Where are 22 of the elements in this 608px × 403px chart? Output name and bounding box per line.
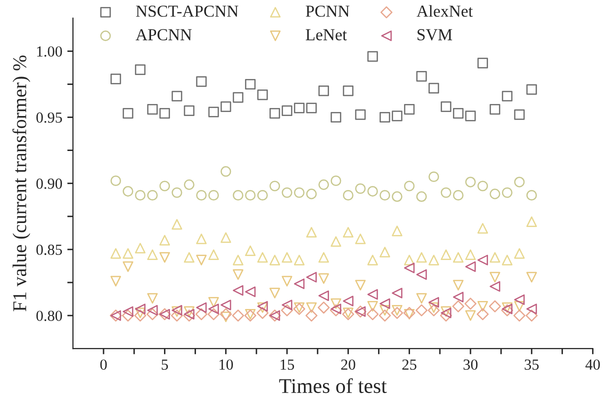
legend-label: NSCT-APCNN <box>136 6 238 17</box>
x-tick-label: 10 <box>220 359 233 370</box>
legend-label: APCNN <box>136 29 192 40</box>
x-tick-label: 25 <box>402 359 416 370</box>
x-tick-label: 5 <box>162 360 168 370</box>
legend-label: PCNN <box>306 6 350 17</box>
y-tick-label: 1.00 <box>37 46 62 57</box>
x-tick-label: 35 <box>524 359 539 370</box>
x-tick-label: 0 <box>100 359 107 370</box>
x-tick-label: 30 <box>464 359 478 370</box>
y-tick-label: 0.95 <box>36 112 62 123</box>
x-tick-label: 40 <box>585 359 600 370</box>
legend-label: SVM <box>418 29 452 40</box>
legend-label: LeNet <box>306 29 347 40</box>
x-tick-label: 15 <box>280 360 294 370</box>
y-tick-label: 0.80 <box>36 310 62 322</box>
y-axis-title: F1 value (current transformer) % <box>12 56 30 312</box>
x-tick-label: 20 <box>341 359 356 370</box>
y-tick-label: 0.90 <box>36 178 62 189</box>
y-tick-label: 0.85 <box>36 244 62 255</box>
legend-label: AlexNet <box>416 5 473 17</box>
x-axis-title: Times of test <box>279 378 387 394</box>
